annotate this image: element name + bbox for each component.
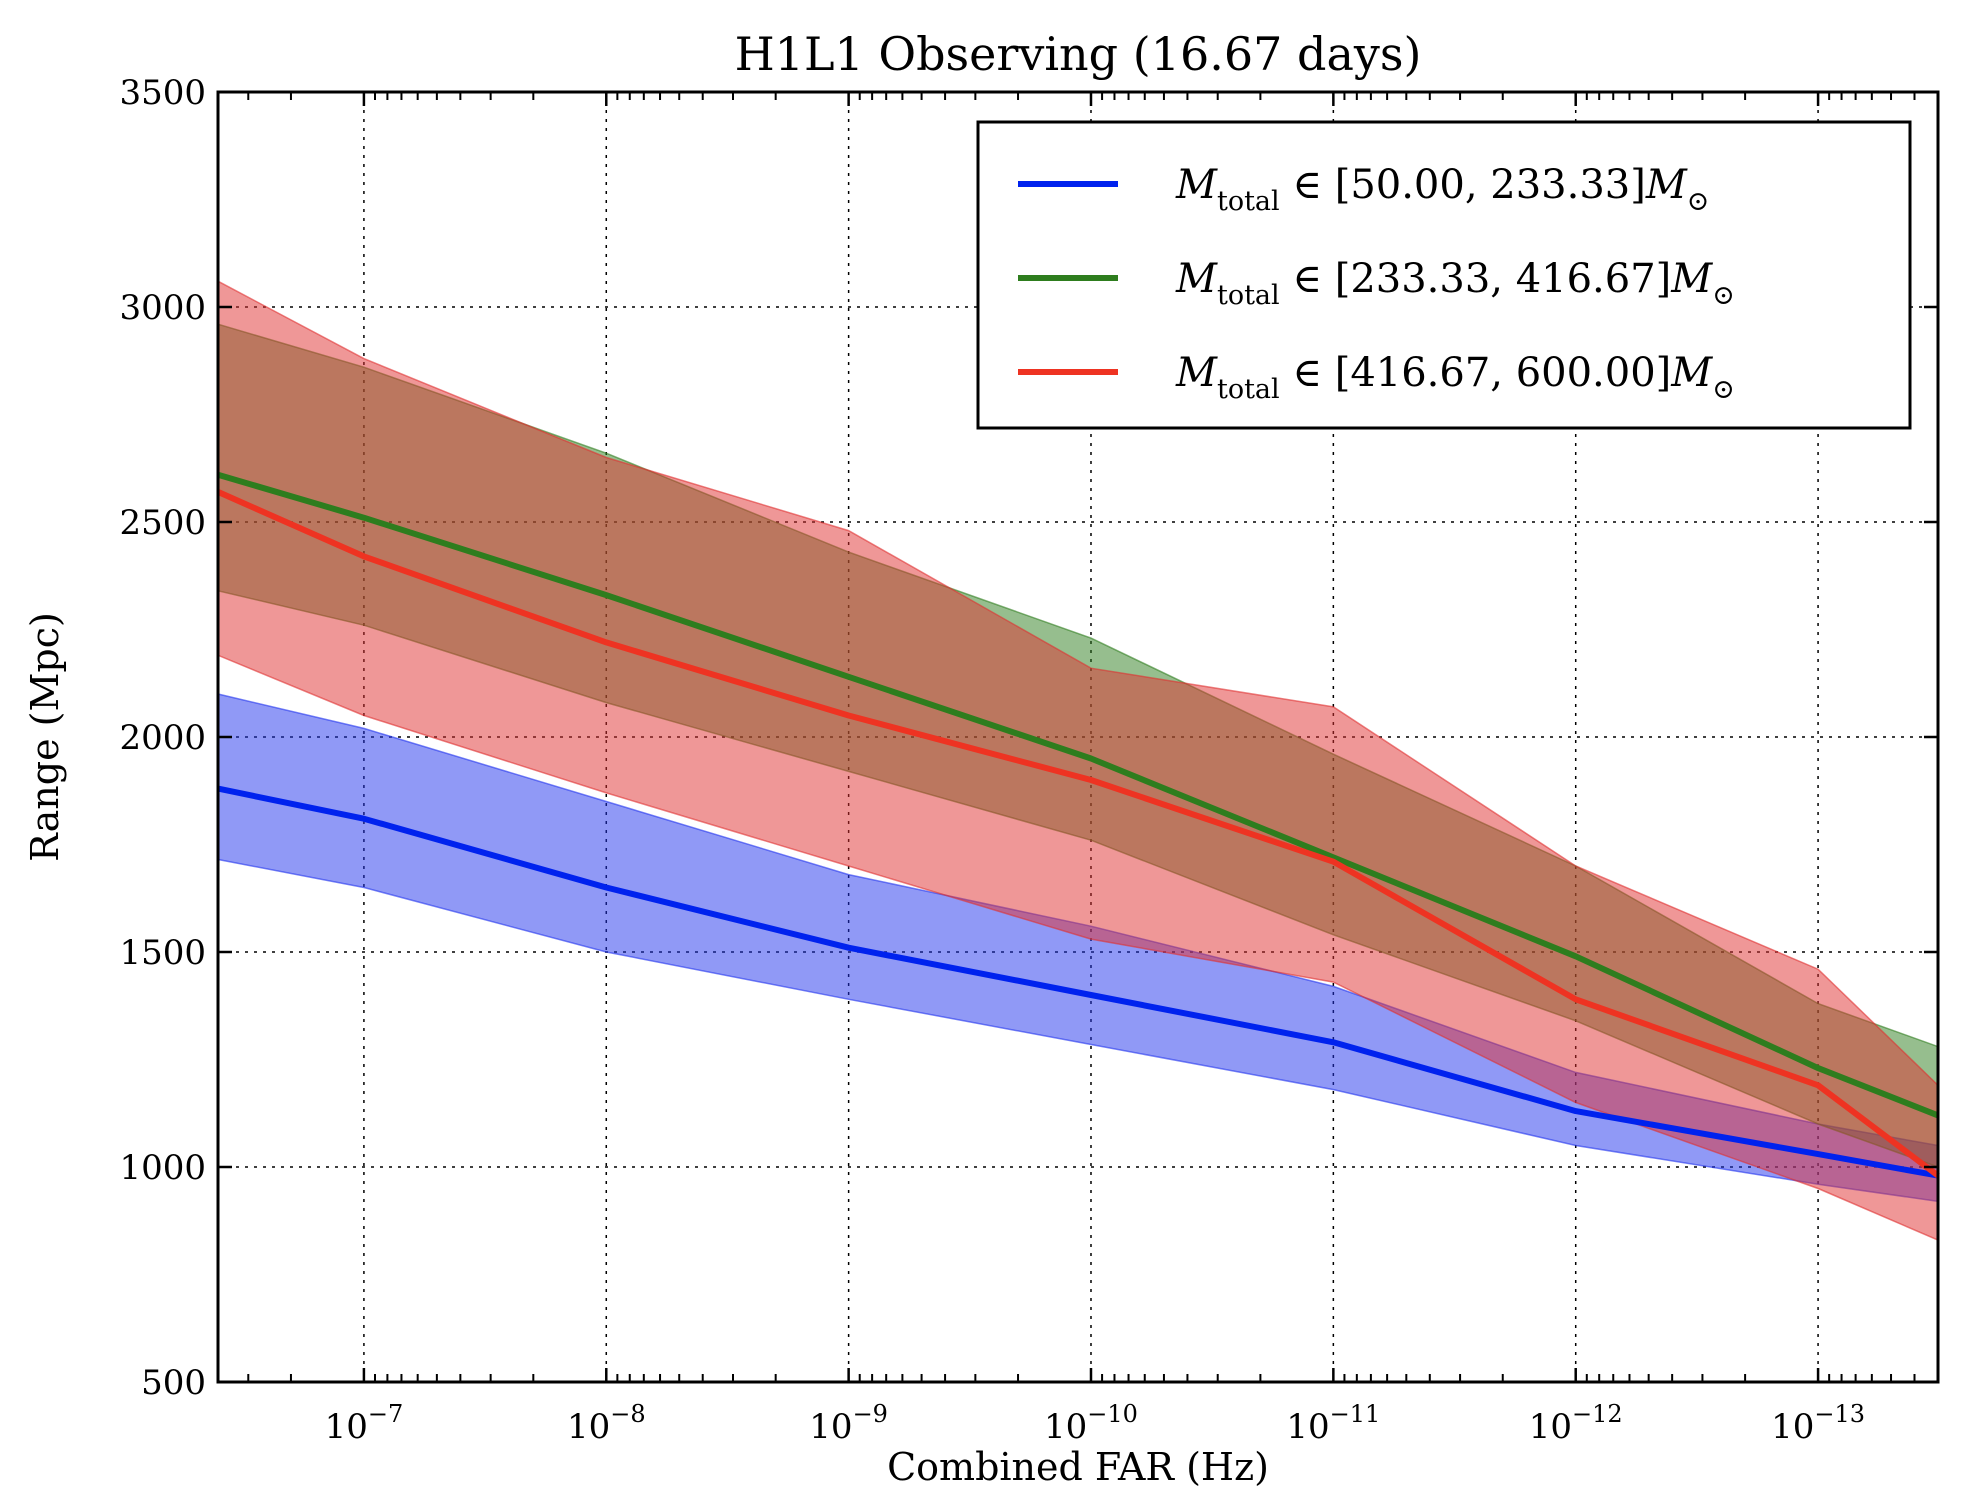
x-tick-label: 10−13 [1771,1400,1865,1447]
legend-label-2: Mtotal ∈ [416.67, 600.00]M⊙ [1175,350,1735,405]
y-tick-label: 1500 [119,933,206,973]
y-tick-label: 1000 [119,1148,206,1188]
legend-label-1: Mtotal ∈ [233.33, 416.67]M⊙ [1175,256,1735,311]
y-axis-label: Range (Mpc) [23,612,67,862]
x-tick-label: 10−8 [567,1400,646,1447]
chart-title: H1L1 Observing (16.67 days) [735,27,1422,81]
confidence-bands [217,279,1939,1242]
x-tick-label: 10−10 [1044,1400,1138,1447]
y-tick-label: 2500 [119,503,206,543]
y-tick-label: 500 [141,1363,206,1403]
series-lines [216,471,1940,1179]
y-tick-label: 2000 [119,718,206,758]
x-tick-label: 10−9 [809,1400,888,1447]
y-tick-label: 3500 [119,73,206,113]
x-tick-label: 10−7 [325,1400,404,1447]
series-1-line [217,471,1940,1119]
y-tick-label: 3000 [119,288,206,328]
legend-label-0: Mtotal ∈ [50.00, 233.33]M⊙ [1175,162,1709,217]
legend: Mtotal ∈ [50.00, 233.33]M⊙ Mtotal ∈ [233.… [976,120,1912,430]
x-tick-label: 10−12 [1529,1400,1623,1447]
legend-box [976,120,1912,430]
axis-ticks: 10−7 10−8 10−9 10−10 10−11 10−12 10−13 500 1000 1… [119,73,1938,1447]
series-2-line [216,489,1940,1178]
x-axis-label: Combined FAR (Hz) [887,1445,1269,1489]
series-0-line [217,785,1939,1179]
x-tick-label: 10−11 [1286,1400,1380,1447]
